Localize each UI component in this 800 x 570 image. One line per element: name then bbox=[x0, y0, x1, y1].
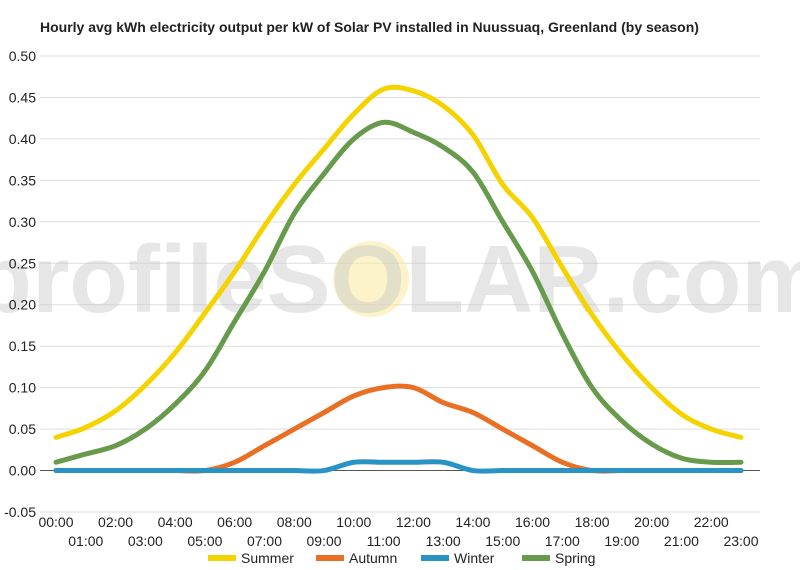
series-line-summer bbox=[53, 84, 744, 440]
legend: Summer Autumn Winter Spring bbox=[208, 550, 595, 566]
x-tick-label: 02:00 bbox=[98, 514, 133, 530]
y-tick-label: 0.30 bbox=[9, 214, 36, 230]
x-tick-label: 13:00 bbox=[426, 533, 461, 549]
x-tick-label: 15:00 bbox=[485, 533, 520, 549]
x-tick-label: 19:00 bbox=[604, 533, 639, 549]
legend-label-summer[interactable]: Summer bbox=[241, 550, 294, 566]
series-layer bbox=[53, 84, 744, 474]
axis-layer: 0.50 0.45 0.40 0.35 0.30 0.25 0.20 0.15 0.10 0.05… bbox=[4, 48, 760, 549]
x-tick-label: 21:00 bbox=[664, 533, 699, 549]
legend-swatch-summer bbox=[208, 555, 236, 561]
legend-label-spring[interactable]: Spring bbox=[555, 550, 595, 566]
x-tick-label: 14:00 bbox=[455, 514, 490, 530]
x-tick-label: 11:00 bbox=[367, 533, 401, 549]
y-tick-label: 0.15 bbox=[9, 338, 36, 354]
x-tick-label: 04:00 bbox=[158, 514, 193, 530]
chart-title: Hourly avg kWh electricity output per kW… bbox=[40, 19, 699, 35]
x-tick-label: 07:00 bbox=[247, 533, 282, 549]
legend-label-autumn[interactable]: Autumn bbox=[349, 550, 397, 566]
x-tick-label: 08:00 bbox=[277, 514, 312, 530]
x-tick-label: 18:00 bbox=[575, 514, 610, 530]
y-tick-label: 0.05 bbox=[9, 421, 36, 437]
x-tick-label: 12:00 bbox=[396, 514, 431, 530]
y-tick-label: 0.45 bbox=[9, 89, 36, 105]
legend-swatch-spring bbox=[522, 555, 550, 561]
x-tick-label: 06:00 bbox=[217, 514, 252, 530]
x-tick-label: 16:00 bbox=[515, 514, 550, 530]
x-tick-label: 17:00 bbox=[545, 533, 580, 549]
y-tick-label: 0.20 bbox=[9, 297, 36, 313]
legend-swatch-winter bbox=[421, 555, 449, 561]
y-tick-label: -0.05 bbox=[4, 504, 36, 520]
series-line-winter bbox=[53, 459, 744, 474]
watermark: profileSOLAR.com bbox=[0, 226, 800, 333]
y-tick-label: 0.35 bbox=[9, 172, 36, 188]
x-tick-label: 01:00 bbox=[68, 533, 103, 549]
x-tick-label: 00:00 bbox=[38, 514, 73, 530]
y-tick-label: 0.50 bbox=[9, 48, 36, 64]
x-tick-label: 22:00 bbox=[694, 514, 729, 530]
x-tick-label: 23:00 bbox=[723, 533, 758, 549]
y-tick-label: 0.25 bbox=[9, 255, 36, 271]
y-tick-label: 0.10 bbox=[9, 380, 36, 396]
legend-label-winter[interactable]: Winter bbox=[454, 550, 495, 566]
series-line-spring bbox=[53, 119, 744, 466]
x-tick-label: 05:00 bbox=[187, 533, 222, 549]
watermark-layer: profileSOLAR.com bbox=[0, 226, 800, 333]
x-tick-label: 20:00 bbox=[634, 514, 669, 530]
y-tick-label: 0.40 bbox=[9, 131, 36, 147]
legend-swatch-autumn bbox=[316, 555, 344, 561]
watermark-sun-icon bbox=[333, 241, 409, 317]
y-tick-label: 0.00 bbox=[9, 463, 36, 479]
x-tick-label: 03:00 bbox=[128, 533, 163, 549]
x-tick-label: 10:00 bbox=[336, 514, 371, 530]
x-tick-label: 09:00 bbox=[307, 533, 342, 549]
